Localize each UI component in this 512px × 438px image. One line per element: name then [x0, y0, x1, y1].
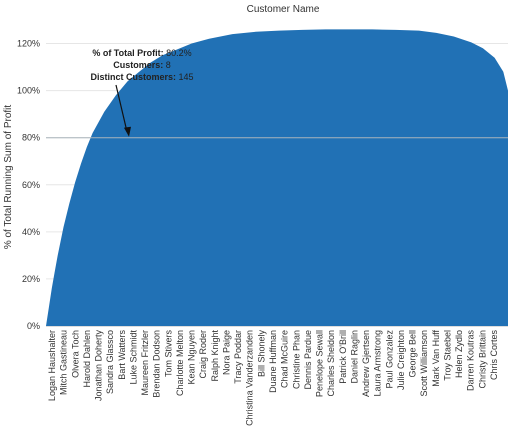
x-tick-label: Craig Roder — [198, 330, 208, 379]
x-tick-label: Charlotte Melton — [175, 330, 185, 396]
y-axis-label: % of Total Running Sum of Profit — [3, 105, 14, 250]
plot-area — [46, 29, 508, 327]
x-tick-label: Julie Creighton — [396, 330, 406, 390]
x-tick-label: Maureen Fritzler — [140, 330, 150, 396]
x-tick-label: Logan Haushalter — [47, 330, 57, 401]
y-tick-label: 100% — [17, 86, 40, 96]
x-tick-label: Paul Gonzalez — [384, 330, 394, 389]
annotation-arrowhead — [124, 126, 131, 137]
x-tick-label: Dennis Pardue — [303, 330, 313, 390]
x-tick-label: Harold Dahlen — [82, 330, 92, 388]
y-tick-label: 40% — [22, 227, 40, 237]
x-tick-label: Chris Cortes — [489, 330, 499, 381]
y-tick-label: 60% — [22, 180, 40, 190]
x-tick-label: Charles Sheldon — [326, 330, 336, 397]
x-tick-label: Troy Staebel — [443, 330, 453, 381]
x-tick-label: Sandra Glassco — [105, 330, 115, 394]
x-tick-label: Ralph Knight — [210, 330, 220, 382]
y-tick-label: 120% — [17, 39, 40, 49]
x-tick-label: Duane Huffman — [268, 330, 278, 393]
x-tick-label: Patrick O'Brill — [338, 330, 348, 384]
y-tick-label: 20% — [22, 274, 40, 284]
x-tick-label: Scott Williamson — [419, 330, 429, 397]
x-tick-label: Christina Vanderzanden — [245, 330, 255, 426]
x-tick-label: Nora Paige — [222, 330, 232, 375]
x-tick-label: Daniel Raglin — [349, 330, 359, 384]
x-axis-labels: Logan Haushalter Mitch Gastineau Olvera To… — [47, 330, 499, 426]
x-tick-label: Laura Armstrong — [373, 330, 383, 397]
x-tick-label: Luke Schmidt — [128, 330, 138, 385]
x-tick-label: Brendan Dodson — [152, 330, 162, 398]
x-tick-label: Helen Zydlo — [454, 330, 464, 378]
x-tick-label: Olvera Toch — [70, 330, 80, 378]
x-tick-label: Bill Shonely — [256, 330, 266, 378]
annotation-arrow — [115, 84, 128, 132]
y-tick-label: 80% — [22, 133, 40, 143]
x-tick-label: Mitch Gastineau — [59, 330, 69, 395]
y-axis-ticks: 0% 20% 40% 60% 80% 100% 120% — [17, 39, 40, 331]
annotation-line: % of Total Profit: 80.2% — [92, 48, 191, 58]
x-tick-label: Jonathan Doherty — [94, 330, 104, 402]
callout-annotation: % of Total Profit: 80.2% Customers: 8 Dist… — [90, 48, 194, 137]
annotation-line: Customers: 8 — [113, 60, 171, 70]
x-tick-label: Chad McGuire — [280, 330, 290, 388]
x-tick-label: Tom Stivers — [163, 330, 173, 378]
annotation-line: Distinct Customers: 145 — [90, 72, 193, 82]
chart-title: Customer Name — [247, 4, 320, 15]
x-tick-label: Penelope Sewall — [315, 330, 325, 397]
x-tick-label: Bart Watters — [117, 330, 127, 380]
x-tick-label: Christine Phan — [291, 330, 301, 389]
x-tick-label: Mark Van Huff — [431, 330, 441, 387]
x-tick-label: Christy Brittain — [477, 330, 487, 389]
x-tick-label: Darren Koutras — [466, 330, 476, 392]
running-sum-area — [46, 29, 508, 327]
x-tick-label: Andrew Gjertsen — [361, 330, 371, 397]
x-tick-label: George Bell — [408, 330, 418, 378]
y-tick-label: 0% — [27, 321, 40, 331]
x-tick-label: Kean Nguyen — [187, 330, 197, 385]
x-tick-label: Tracy Poddar — [233, 330, 243, 384]
